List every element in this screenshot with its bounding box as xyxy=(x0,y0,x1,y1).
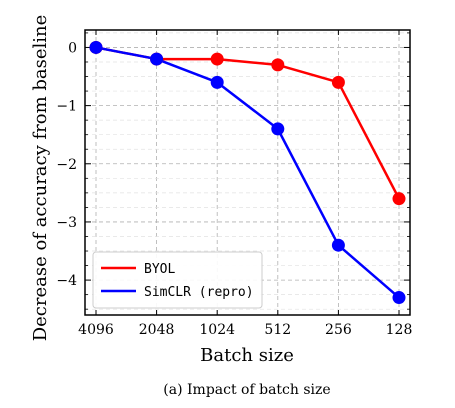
data-point-0 xyxy=(392,192,406,206)
y-tick-label: −2 xyxy=(56,157,77,173)
x-tick-label: 4096 xyxy=(78,322,114,338)
x-tick-label: 512 xyxy=(264,322,291,338)
y-axis-label: Decrease of accuracy from baseline xyxy=(30,15,51,342)
x-axis-label: Batch size xyxy=(200,345,294,366)
data-point-1 xyxy=(331,238,345,252)
legend: BYOL SimCLR (repro) xyxy=(92,251,263,309)
y-tick-label: 0 xyxy=(68,40,77,56)
data-point-1 xyxy=(392,291,406,305)
plot-frame xyxy=(84,29,411,316)
x-tick-label: 128 xyxy=(386,322,413,338)
series xyxy=(89,40,406,305)
figure-caption: (a) Impact of batch size xyxy=(163,382,330,398)
x-tick-label: 1024 xyxy=(199,322,235,338)
data-point-1 xyxy=(150,52,164,66)
legend-label-byol: BYOL xyxy=(144,262,175,277)
y-tick-label: −1 xyxy=(56,99,77,115)
data-point-0 xyxy=(210,52,224,66)
data-point-1 xyxy=(271,122,285,136)
y-tick-label: −4 xyxy=(56,273,77,289)
data-point-1 xyxy=(210,75,224,89)
series-line-0 xyxy=(95,46,401,200)
x-tick-label: 256 xyxy=(325,322,352,338)
ticks: 4096 2048 1024 512 256 128 0 −1 −2 −3 −4 xyxy=(56,30,412,338)
data-point-0 xyxy=(331,75,345,89)
legend-label-simclr: SimCLR (repro) xyxy=(144,285,254,300)
x-tick-label: 2048 xyxy=(139,322,175,338)
data-point-1 xyxy=(89,40,103,54)
legend-box xyxy=(92,251,263,309)
data-point-0 xyxy=(271,58,285,72)
series-line-1 xyxy=(95,46,400,299)
y-tick-label: −3 xyxy=(56,215,77,231)
